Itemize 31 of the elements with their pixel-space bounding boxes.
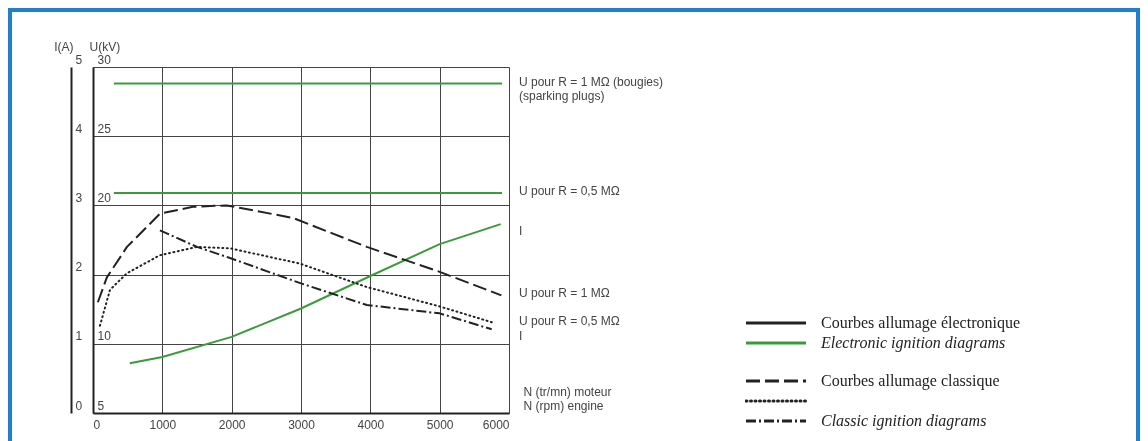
text: Courbes allumage classique [821, 372, 1000, 390]
x-tick-label: 1000 [149, 417, 177, 432]
x-axis-title: N (tr/mn) moteur N (rpm) engine [523, 384, 612, 413]
series-label: U pour R = 1 MΩ (bougies) (sparking plugs) [519, 74, 664, 103]
y-tick-label: 3 [75, 190, 83, 205]
x-tick-label: 5000 [426, 417, 454, 432]
y2-tick-label: 20 [97, 190, 112, 205]
y2-tick-label: 30 [97, 52, 112, 67]
x-tick-label: 2000 [218, 417, 246, 432]
x-tick-label: 3000 [288, 417, 316, 432]
y-tick-label: 0 [75, 398, 83, 413]
y2-axis-title: U(kV) [89, 39, 121, 54]
text: Classic ignition diagrams [821, 412, 987, 430]
x-tick-label: 4000 [357, 417, 385, 432]
y2-tick-label: 5 [97, 398, 105, 413]
text: U pour R = 0,5 MΩ [519, 314, 620, 329]
x-tick-label: 0 [93, 417, 101, 432]
y2-tick-label: 25 [97, 121, 112, 136]
x-tick-label: 6000 [482, 417, 510, 432]
y-tick-label: 5 [75, 52, 83, 67]
series-label: U pour R = 0,5 MΩ [519, 183, 620, 198]
y-tick-label: 1 [75, 329, 83, 344]
text: Courbes allumage électronique [821, 314, 1021, 332]
text: Electronic ignition diagrams [821, 334, 1006, 352]
y2-tick-label: 10 [97, 329, 112, 344]
series-label: U pour R = 1 MΩ [519, 286, 610, 301]
y-axis-title: I(A) [54, 39, 74, 54]
y-tick-label: 2 [75, 260, 83, 275]
series-label: I [519, 224, 523, 239]
y-tick-label: 4 [75, 121, 83, 136]
text: I [519, 329, 523, 344]
